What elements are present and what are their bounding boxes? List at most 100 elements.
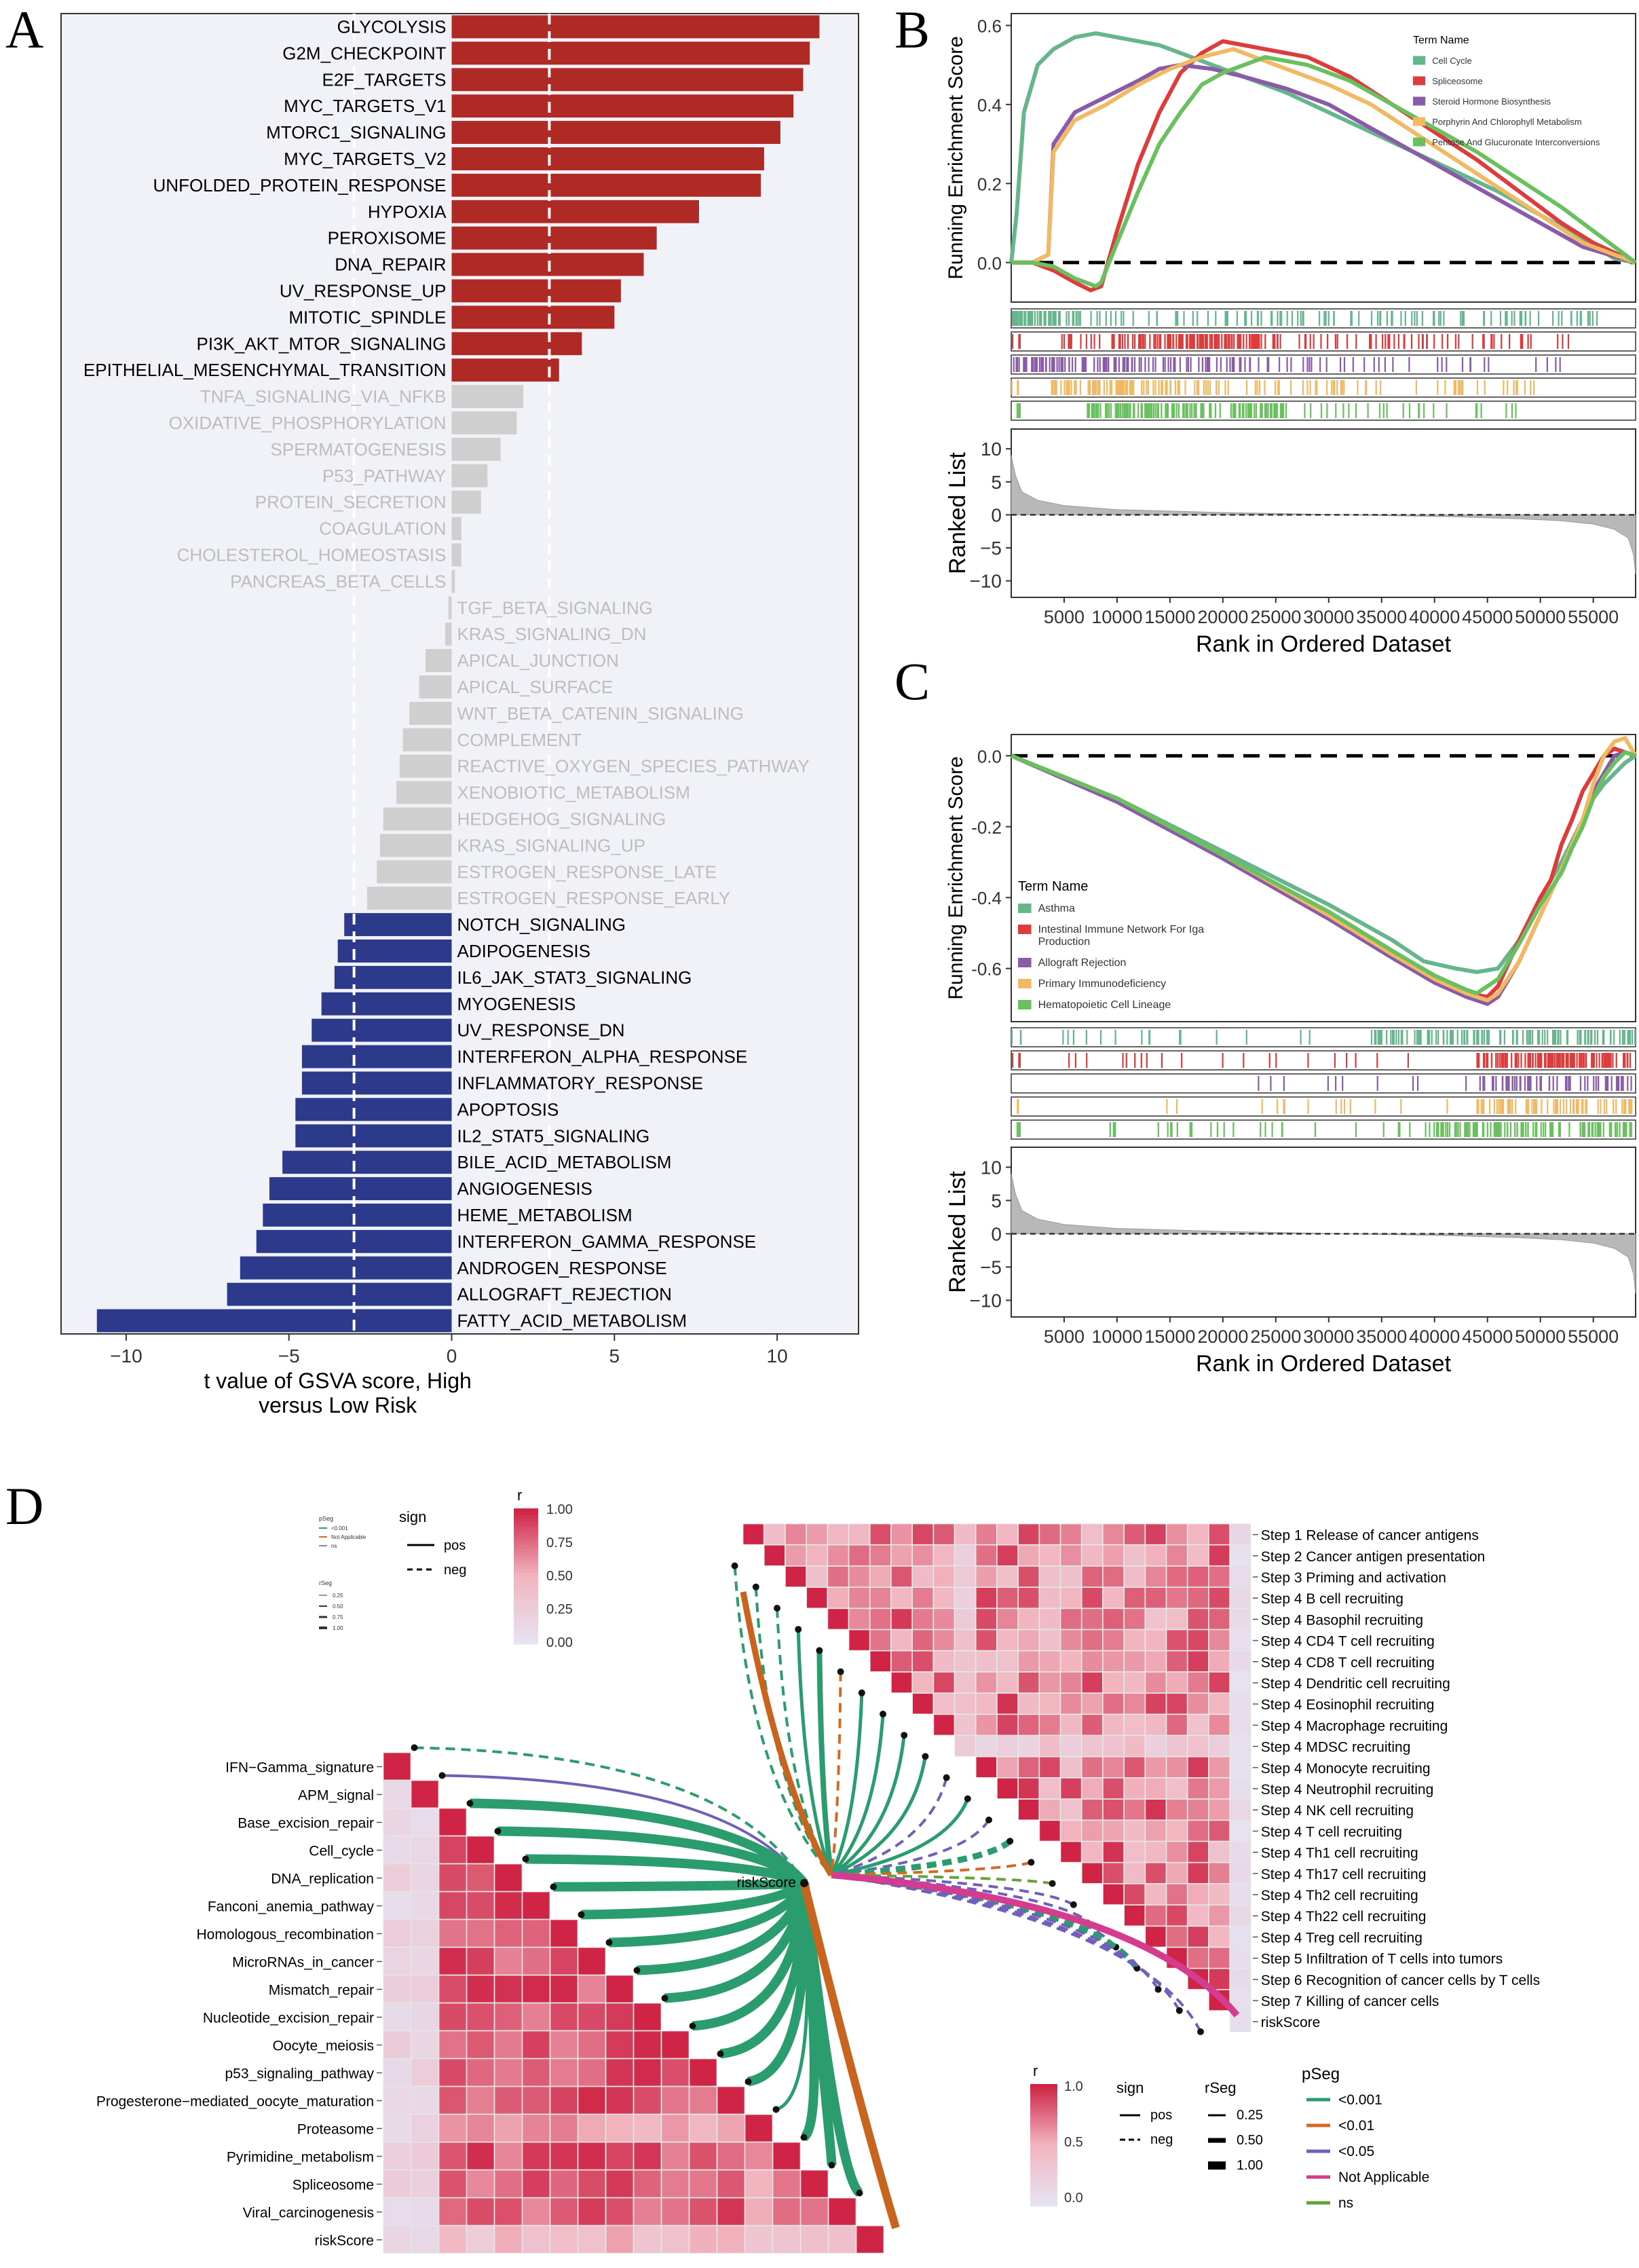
top-matrix-label: Step 2 Cancer antigen presentation [1261, 1549, 1485, 1565]
bottom-heatmap-cell [466, 1891, 495, 1920]
bottom-heatmap-cell [605, 2142, 634, 2170]
top-colorbar-segment [514, 1532, 538, 1536]
bar-label: HEDGEHOG_SIGNALING [457, 808, 666, 829]
top-heatmap-cell [933, 1714, 955, 1736]
bottom-matrix-label: Oocyte_meiosis [273, 2039, 374, 2054]
top-colorbar-tick: 0.75 [546, 1536, 573, 1550]
bottom-heatmap-cell [411, 1947, 439, 1975]
top-heatmap-cell [1166, 1841, 1188, 1863]
top-heatmap-cell [954, 1565, 976, 1587]
top-heatmap-cell [1060, 1799, 1082, 1821]
bottom-colorbar-segment [1030, 2172, 1057, 2176]
bottom-link-curve [799, 1882, 863, 2197]
panel-a-letter: A [5, 0, 43, 59]
panel-c-letter: C [894, 652, 930, 711]
top-heatmap-cell [1124, 1735, 1146, 1757]
bottom-heatmap-cell [438, 1975, 467, 2003]
top-link-curve [830, 1755, 927, 1877]
bar [366, 887, 452, 910]
bottom-heatmap-cell [522, 1975, 550, 2003]
top-heatmap-cell [1081, 1544, 1103, 1566]
bottom-colorbar-segment [1030, 2163, 1057, 2167]
top-link-node [837, 1668, 844, 1675]
bottom-heatmap-cell [411, 2003, 439, 2031]
top-heatmap-cell [1103, 1587, 1125, 1609]
bottom-matrix-label: Nucleotide_excision_repair [203, 2011, 374, 2026]
rank-y-axis-title: Ranked List [945, 452, 971, 574]
top-heatmap-cell [1018, 1565, 1040, 1587]
panel-d-correlation-network: Step 1 Release of cancer antigens Step 2 … [96, 1487, 1540, 2254]
top-heatmap-cell [1187, 1799, 1209, 1821]
top-heatmap-cell [1081, 1587, 1103, 1609]
small-legend-rseg-item: 0.25 [333, 1593, 343, 1599]
bar [451, 173, 761, 197]
bottom-matrix-label: MicroRNAs_in_cancer [232, 1955, 374, 1971]
top-heatmap-cell [1209, 1820, 1230, 1842]
top-colorbar-tick: 0.25 [546, 1602, 573, 1617]
top-heatmap-cell [1166, 1862, 1188, 1884]
top-matrix-label: Step 4 Dendritic cell recruiting [1261, 1676, 1450, 1692]
bottom-heatmap-cell [605, 2086, 634, 2115]
top-heatmap-cell [1060, 1735, 1082, 1757]
small-legend-rseg-item: 0.75 [333, 1614, 343, 1620]
legend-swatch [1413, 117, 1426, 126]
bar-label: UV_RESPONSE_DN [457, 1020, 625, 1041]
top-heatmap-cell [954, 1629, 976, 1651]
top-link-curve [830, 1671, 842, 1876]
bottom-colorbar-segment [1030, 2142, 1057, 2146]
center-label: riskScore [736, 1875, 796, 1891]
bottom-heatmap-cell [633, 2114, 662, 2142]
bottom-colorbar-segment [1030, 2084, 1057, 2087]
bottom-link-curve [414, 1746, 806, 1884]
bar-label: INFLAMMATORY_RESPONSE [457, 1073, 704, 1093]
bottom-heatmap-cell [689, 2142, 717, 2170]
hit-ticks [1011, 380, 1535, 395]
top-heatmap-cell [933, 1650, 955, 1672]
es-curve [1011, 39, 1637, 293]
top-heatmap-cell [1187, 1587, 1209, 1609]
top-heatmap-cell [869, 1544, 891, 1566]
rank-y-tick-label: 5 [991, 1190, 1002, 1211]
top-heatmap-cell [975, 1629, 997, 1651]
bottom-heatmap-cell [689, 2225, 717, 2254]
top-heatmap-cell [912, 1544, 934, 1566]
top-heatmap-cell [1039, 1735, 1061, 1757]
top-heatmap-cell [1187, 1820, 1209, 1842]
bottom-colorbar-segment [1030, 2185, 1057, 2189]
top-heatmap-cell [891, 1565, 913, 1587]
top-link-node [795, 1626, 802, 1633]
x-tick-label: −10 [110, 1345, 143, 1367]
bottom-colorbar-segment [1030, 2133, 1057, 2136]
top-heatmap-cell [1187, 1629, 1209, 1651]
hit-ticks [1011, 1053, 1632, 1068]
bottom-matrix-label: Spliceosome [293, 2178, 374, 2193]
bar [451, 517, 461, 540]
legend-entry: Asthma [1038, 903, 1075, 914]
bar-label: APOPTOSIS [457, 1099, 559, 1119]
bottom-heatmap-cell [494, 2003, 523, 2031]
bar [451, 15, 820, 39]
bottom-matrix-label: riskScore [314, 2233, 374, 2249]
top-heatmap-cell [1187, 1608, 1209, 1630]
x-tick-label: 35000 [1356, 1326, 1407, 1347]
top-heatmap-cell [975, 1714, 997, 1736]
top-heatmap-cell [1145, 1650, 1167, 1672]
bottom-heatmap-cell [383, 1808, 411, 1836]
bar [448, 596, 452, 620]
legend-entry: Pentose And Glucuronate Interconversions [1432, 137, 1600, 147]
top-heatmap-cell [806, 1523, 828, 1545]
es-curve [1011, 55, 1637, 289]
top-matrix-label: Step 4 Th17 cell recruiting [1261, 1867, 1427, 1882]
top-heatmap-cell [1209, 1565, 1230, 1587]
bottom-heatmap-cell [828, 2197, 856, 2226]
top-heatmap-cell [1187, 1544, 1209, 1566]
bottom-heatmap-cell [578, 2003, 606, 2031]
panel-a-bar-chart: GLYCOLYSIS G2M_CHECKPOINT E2F_TARGETS MYC_T… [60, 13, 859, 1417]
top-heatmap-cell [1124, 1862, 1146, 1884]
bar [383, 807, 452, 831]
top-heatmap-cell [806, 1565, 828, 1587]
bar [399, 754, 452, 778]
hit-track [1011, 1050, 1636, 1071]
bottom-colorbar-segment [1030, 2145, 1057, 2149]
top-heatmap-cell [1166, 1777, 1188, 1799]
